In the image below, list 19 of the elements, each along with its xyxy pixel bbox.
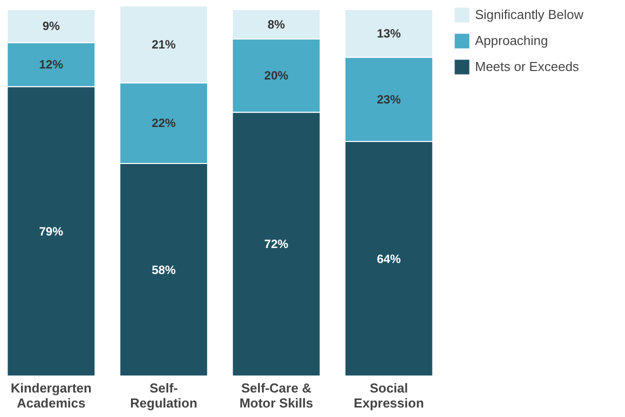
data-label: 22% (152, 116, 176, 130)
x-tick-label: Self-Care & Motor Skills (239, 380, 314, 410)
data-label: 58% (152, 262, 176, 277)
data-label: 79% (39, 224, 64, 238)
data-label: 12% (39, 58, 64, 72)
legend-label: Meets or Exceeds (475, 59, 580, 74)
data-label: 9% (42, 19, 60, 34)
data-label: 21% (152, 37, 176, 52)
data-label: 8% (268, 17, 286, 32)
x-tick-label: Kindergarten Academics (10, 380, 92, 410)
data-label: 72% (264, 237, 289, 252)
data-label: 13% (376, 26, 402, 40)
x-tick-label: Self- Regulation (130, 380, 198, 410)
legend-label: Approaching (475, 33, 548, 48)
legend-label: Significantly Below (475, 7, 584, 22)
data-label: 64% (376, 252, 402, 266)
x-tick-label: Social Expression (354, 380, 424, 410)
data-label: 20% (264, 68, 289, 83)
data-label: 23% (376, 92, 402, 106)
